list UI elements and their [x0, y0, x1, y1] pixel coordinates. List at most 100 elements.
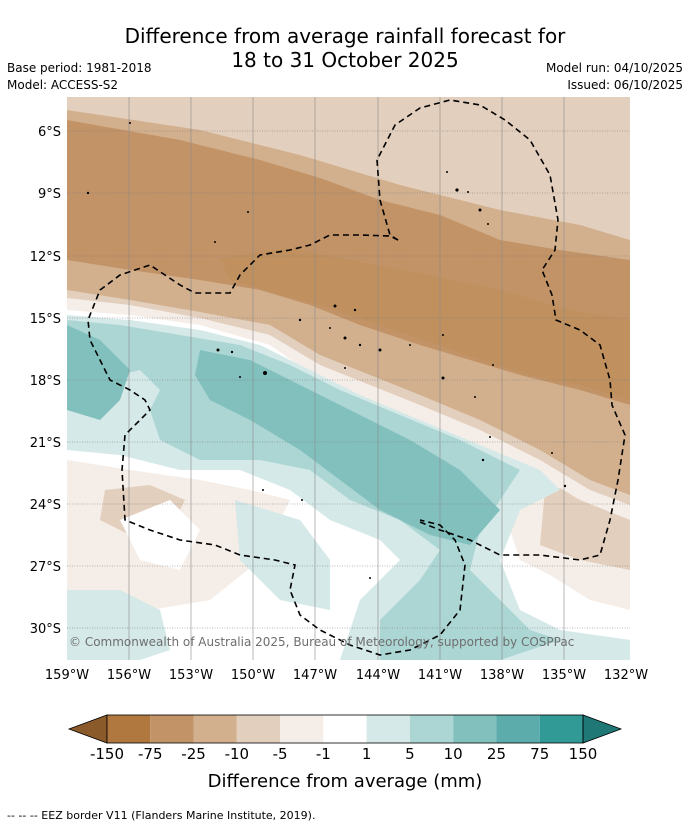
latitude-labels: 6°S 9°S 12°S 15°S 18°S 21°S 24°S 27°S 30…	[30, 125, 61, 637]
island	[551, 452, 553, 454]
lon-label: 147°W	[293, 668, 337, 683]
shade-plus1-sw	[67, 590, 170, 660]
colorbar-tick-label: -10	[224, 745, 250, 763]
lat-label: 18°S	[30, 374, 61, 389]
lon-label: 153°W	[169, 668, 213, 683]
colorbar	[67, 714, 623, 744]
lon-label: 135°W	[542, 668, 586, 683]
island	[333, 304, 337, 308]
shade-plus10-core	[195, 350, 500, 545]
colorbar-tick-label: 5	[405, 745, 415, 763]
title-line-2: 18 to 31 October 2025	[231, 48, 459, 72]
shade-plus10-west	[67, 325, 130, 420]
island	[442, 334, 444, 336]
colorbar-tick-label: -5	[272, 745, 288, 763]
lon-label: 138°W	[480, 668, 524, 683]
longitude-labels: 159°W 156°W 153°W 150°W 147°W 144°W 141°…	[45, 668, 648, 683]
shade-plus5	[67, 320, 560, 660]
island	[481, 458, 485, 462]
colorbar-extend-high	[582, 714, 623, 744]
eez-border-french-polynesia	[376, 99, 626, 561]
eez-border-west	[87, 234, 466, 656]
island	[343, 336, 347, 340]
colorbar-tick-label: 25	[486, 745, 506, 763]
colorbar-swatch	[323, 715, 367, 743]
colorbar-swatch	[366, 715, 410, 743]
lat-label: 12°S	[30, 250, 61, 265]
island	[214, 241, 216, 243]
island	[487, 223, 489, 225]
lat-label: 21°S	[30, 436, 61, 451]
island	[247, 211, 249, 213]
colorbar-tick-label: -1	[315, 745, 331, 763]
colorbar-title: Difference from average (mm)	[207, 771, 483, 792]
island	[378, 348, 382, 352]
island	[344, 367, 346, 369]
shade-neutral-sw	[120, 500, 200, 570]
island	[489, 436, 491, 438]
colorbar-swatch	[150, 715, 194, 743]
island	[230, 350, 234, 354]
lat-label: 27°S	[30, 560, 61, 575]
island	[446, 171, 448, 173]
issued-date: Issued: 06/10/2025	[567, 78, 683, 92]
island	[358, 343, 362, 347]
shade-minus25-core	[220, 248, 630, 400]
island	[263, 371, 267, 375]
island	[329, 327, 331, 329]
colorbar-tick-label: 1	[361, 745, 372, 763]
colorbar-tick-label: 75	[530, 745, 550, 763]
colorbar-swatch	[453, 715, 497, 743]
lon-label: 159°W	[45, 668, 89, 683]
islands	[86, 122, 567, 579]
title-line-1: Difference from average rainfall forecas…	[124, 24, 566, 48]
meta-right: Model run: 04/10/2025 Issued: 06/10/2025	[546, 60, 683, 94]
colorbar-swatch	[496, 715, 540, 743]
eez-footnote: -- -- -- EEZ border V11 (Flanders Marine…	[7, 809, 316, 822]
island	[369, 577, 371, 579]
island	[478, 208, 482, 212]
island	[455, 188, 459, 192]
island	[301, 499, 303, 501]
island	[298, 318, 302, 322]
lon-label: 141°W	[418, 668, 462, 683]
island	[129, 122, 131, 124]
rainfall-anomaly-field: © Commonwealth of Australia 2025, Bureau…	[67, 97, 630, 660]
island	[492, 364, 494, 366]
lat-label: 15°S	[30, 312, 61, 327]
model-run: Model run: 04/10/2025	[545, 61, 683, 75]
lat-label: 30°S	[30, 622, 61, 637]
colorbar-extend-low	[67, 714, 108, 744]
island	[262, 489, 264, 491]
colorbar-tick-label: -75	[138, 745, 163, 763]
meta-left: Base period: 1981-2018 Model: ACCESS-S2	[7, 60, 152, 94]
lat-label: 24°S	[30, 498, 61, 513]
colorbar-swatch	[539, 715, 583, 743]
lat-label: 9°S	[38, 187, 61, 202]
colorbar-tick-label: 150	[568, 745, 598, 763]
colorbar-tick-label: 10	[443, 745, 463, 763]
island	[239, 376, 241, 378]
colorbar-swatch	[193, 715, 237, 743]
lon-label: 144°W	[356, 668, 400, 683]
shade-plus1-south	[235, 500, 330, 610]
island	[441, 376, 445, 380]
model-name: Model: ACCESS-S2	[7, 78, 119, 92]
colorbar-tick-label: -150	[89, 745, 125, 763]
colorbar-swatch	[409, 715, 454, 743]
lon-label: 156°W	[107, 668, 151, 683]
colorbar-swatch	[280, 715, 324, 743]
lon-label: 132°W	[604, 668, 648, 683]
colorbar-tick-label: -25	[181, 745, 206, 763]
colorbar-swatch	[107, 715, 151, 743]
island	[86, 191, 90, 195]
island	[563, 484, 567, 488]
base-period: Base period: 1981-2018	[7, 61, 152, 75]
island	[474, 396, 476, 398]
colorbar-frame	[106, 714, 584, 744]
island	[353, 308, 357, 312]
island	[409, 344, 411, 346]
copyright-notice: © Commonwealth of Australia 2025, Bureau…	[69, 635, 574, 649]
island	[467, 191, 469, 193]
